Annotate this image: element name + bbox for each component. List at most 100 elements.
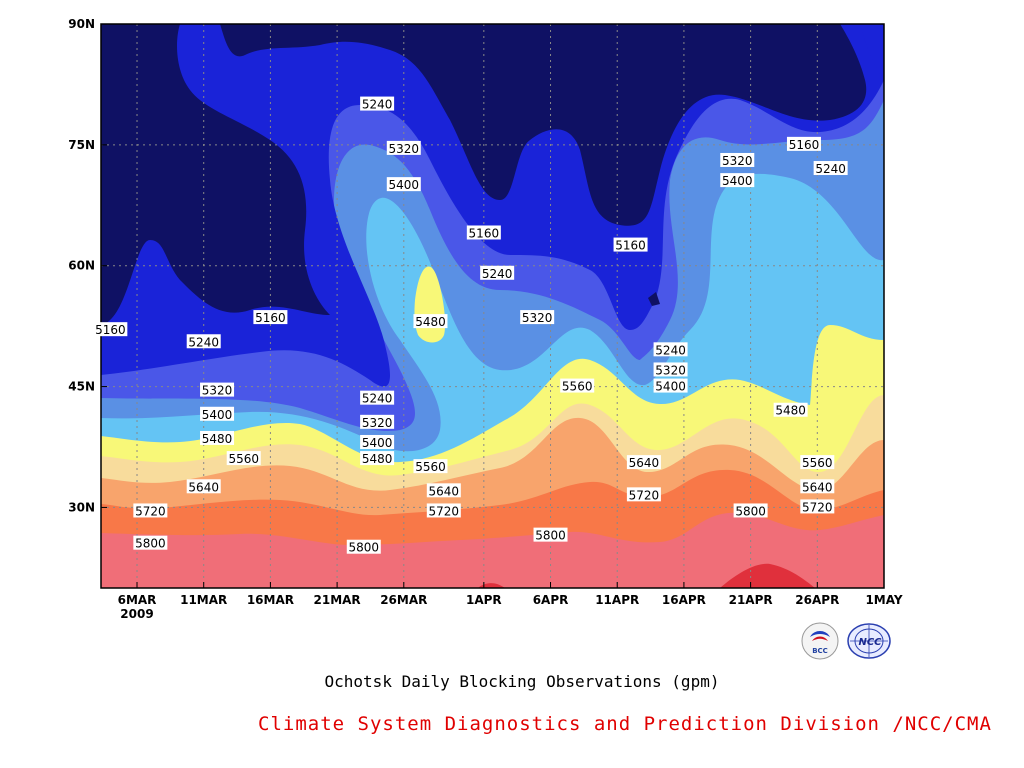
contour-label-bg	[800, 499, 835, 514]
contour-label-text: 5400	[389, 178, 420, 192]
contour-label-bg	[466, 225, 501, 240]
y-tick-label: 90N	[68, 17, 95, 31]
x-tick-label: 21APR	[729, 593, 773, 607]
contour-label-bg	[360, 451, 395, 466]
contour-label-bg	[360, 434, 395, 449]
contour-fill-layer	[101, 24, 884, 588]
contour-label: 5320	[520, 310, 555, 325]
x-tick-label: 6APR	[533, 593, 569, 607]
contour-label: 5320	[360, 414, 395, 430]
contour-label-bg	[386, 140, 421, 155]
contour-label: 5400	[653, 378, 688, 394]
contour-label: 5320	[386, 140, 421, 156]
contour-label-bg	[720, 152, 755, 167]
bcc-logo: BCC	[801, 622, 839, 660]
contour-label-text: 5560	[562, 380, 593, 394]
contour-label-text: 5640	[802, 480, 833, 494]
x-tick-label: 16MAR	[247, 593, 294, 607]
contour-label: 5400	[200, 406, 235, 422]
contour-label-text: 5160	[95, 323, 126, 337]
contour-label-text: 5320	[722, 154, 753, 168]
band-lt-5160-north	[220, 24, 867, 226]
contour-label-bg	[626, 455, 661, 470]
contour-label-bg	[613, 237, 648, 252]
x-tick-label: 1APR	[466, 593, 502, 607]
contour-label: 5240	[813, 161, 848, 176]
contour-label-text: 5480	[362, 452, 393, 466]
ncc-logo-text: NCC	[858, 637, 882, 648]
contour-label: 5160	[93, 322, 128, 337]
chart-title: Ochotsk Daily Blocking Observations (gpm…	[324, 672, 720, 691]
contour-label-bg	[426, 503, 461, 518]
contour-label-bg	[226, 451, 261, 466]
plot-frame	[100, 23, 885, 589]
ncc-logo: NCC	[847, 623, 891, 659]
contour-label-bg	[360, 390, 395, 405]
contour-label-bg	[93, 322, 128, 337]
contour-label-text: 5320	[522, 311, 553, 325]
contour-label-text: 5240	[188, 335, 219, 349]
contour-label-text: 5160	[615, 239, 646, 253]
contour-label-text: 5640	[429, 484, 460, 498]
x-tick-label: 11APR	[595, 593, 639, 607]
contour-label-bg	[186, 479, 221, 494]
chart-source: Climate System Diagnostics and Predictio…	[258, 713, 992, 735]
bcc-logo-text: BCC	[812, 647, 828, 655]
contour-label-text: 5320	[202, 384, 233, 398]
contour-label-bg	[560, 378, 595, 393]
contour-label-bg	[133, 503, 168, 518]
contour-label: 5320	[200, 382, 235, 398]
contour-label: 5480	[413, 314, 448, 329]
y-tick-label: 30N	[68, 500, 95, 514]
y-tick-label: 60N	[68, 259, 95, 273]
y-axis: 90N 75N 60N 45N 30N	[68, 17, 107, 514]
contour-label-bg	[653, 362, 688, 377]
contour-label-text: 5240	[362, 98, 393, 112]
contour-label-bg	[386, 177, 421, 192]
contour-label-bg	[800, 479, 835, 494]
contour-label: 5240	[186, 334, 221, 349]
contour-label: 5240	[480, 265, 515, 281]
contour-label-text: 5800	[135, 537, 166, 551]
contour-label-bg	[480, 265, 515, 280]
contour-label: 5400	[720, 173, 755, 188]
contour-label: 5720	[800, 499, 835, 514]
contour-label-text: 5800	[535, 529, 566, 543]
contour-label-bg	[720, 173, 755, 188]
contour-label: 5160	[786, 136, 821, 152]
contour-label-bg	[360, 414, 395, 429]
contour-label-bg	[360, 96, 395, 111]
contour-label-text: 5240	[655, 343, 686, 357]
contour-label: 5800	[133, 535, 168, 551]
contour-label-bg	[253, 310, 288, 325]
contour-label: 5560	[560, 378, 595, 394]
contour-label: 5560	[800, 455, 835, 470]
contour-label: 5720	[626, 487, 661, 502]
contour-label: 5160	[253, 310, 288, 325]
x-year-label: 2009	[120, 607, 153, 621]
contour-label: 5640	[626, 455, 661, 470]
contour-label-bg	[800, 455, 835, 470]
contour-label-text: 5480	[415, 315, 446, 329]
contour-label-bg	[653, 342, 688, 357]
contour-label-bg	[426, 483, 461, 498]
band-lt-5160-east	[860, 24, 884, 80]
contour-label: 5800	[733, 503, 768, 518]
contour-label-text: 5160	[469, 226, 500, 240]
contour-label-bg	[813, 161, 848, 176]
x-tick-label: 6MAR	[118, 593, 157, 607]
contour-label: 5720	[133, 503, 168, 518]
contour-label-text: 5720	[135, 504, 166, 518]
x-tick-label: 11MAR	[180, 593, 227, 607]
contour-label: 5560	[413, 459, 448, 474]
contour-label-bg	[773, 402, 808, 417]
y-tick-label: 45N	[68, 380, 95, 394]
contour-label-text: 5560	[415, 460, 446, 474]
contour-label-text: 5800	[735, 504, 766, 518]
contour-label-bg	[413, 459, 448, 474]
contour-label: 5480	[360, 451, 395, 466]
band-lt-5160	[101, 24, 330, 325]
contour-label-text: 5720	[802, 500, 833, 514]
contour-label-bg	[186, 334, 221, 349]
